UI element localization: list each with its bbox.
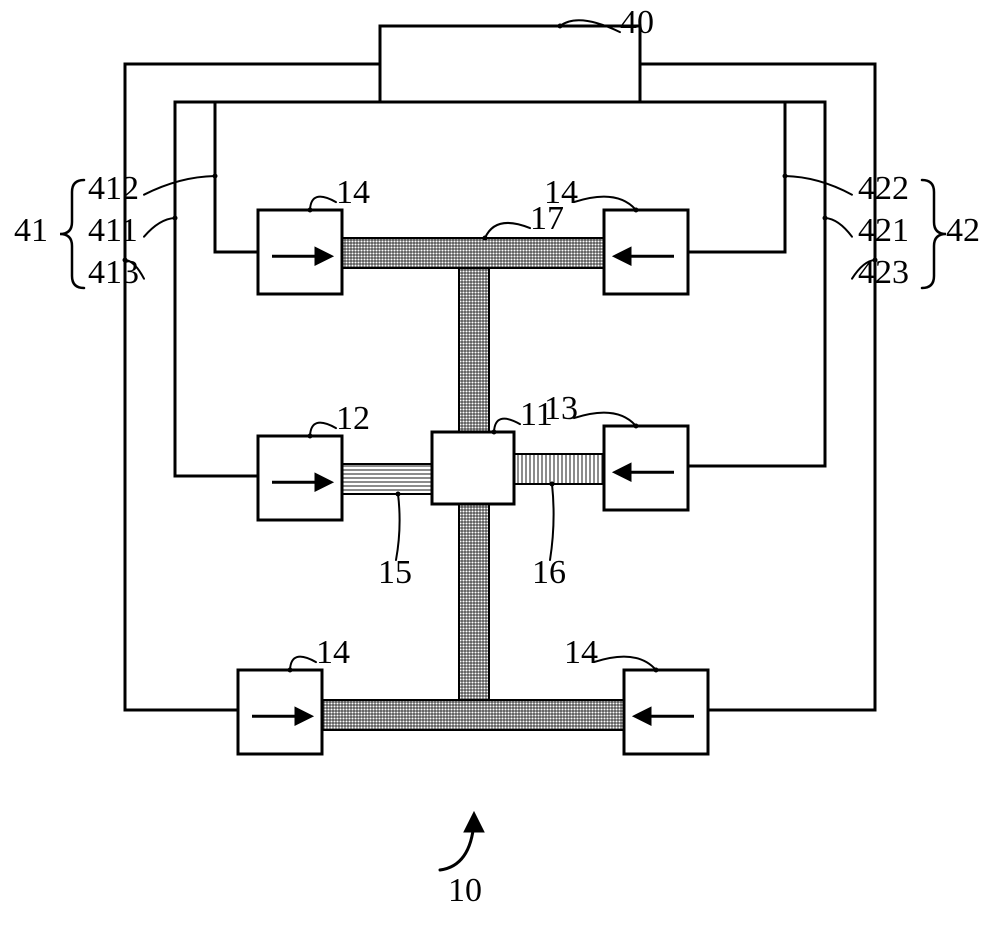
label-g42_2: 421	[858, 212, 909, 249]
connector-grid-vert-bot	[459, 504, 489, 700]
box-14-top-left	[258, 210, 342, 294]
box-14-bottom-right	[624, 670, 708, 754]
diagram-canvas: 4014171412111315161414414124114134242242…	[0, 0, 1000, 922]
label-13: 13	[544, 390, 578, 427]
label-g41_3: 413	[88, 254, 139, 291]
label-42: 42	[946, 212, 980, 249]
label-g41_1: 412	[88, 170, 139, 207]
brace-right	[922, 180, 946, 288]
label-14: 14	[336, 174, 370, 211]
label-g41_2: 411	[88, 212, 138, 249]
block-40	[380, 26, 640, 102]
brace-left	[60, 180, 84, 288]
connector-vlines-right	[514, 454, 604, 484]
label-15: 15	[378, 554, 412, 591]
label-14: 14	[564, 634, 598, 671]
label-41: 41	[14, 212, 48, 249]
label-40: 40	[620, 4, 654, 41]
box-11	[432, 432, 514, 504]
box-12	[258, 436, 342, 520]
label-14: 14	[544, 174, 578, 211]
wire-left_outer	[125, 64, 380, 710]
label-g42_1: 422	[858, 170, 909, 207]
label-10: 10	[448, 872, 482, 909]
wire-right_outer	[640, 64, 875, 710]
label-g42_3: 423	[858, 254, 909, 291]
label-14: 14	[316, 634, 350, 671]
connector-grid-vert-top	[459, 268, 489, 432]
label-12: 12	[336, 400, 370, 437]
box-14-bottom-left	[238, 670, 322, 754]
connector-hlines-left	[342, 464, 432, 494]
connector-grid-bot	[322, 700, 624, 730]
label-16: 16	[532, 554, 566, 591]
connector-grid-top	[342, 238, 604, 268]
box-13	[604, 426, 688, 510]
box-14-top-right	[604, 210, 688, 294]
